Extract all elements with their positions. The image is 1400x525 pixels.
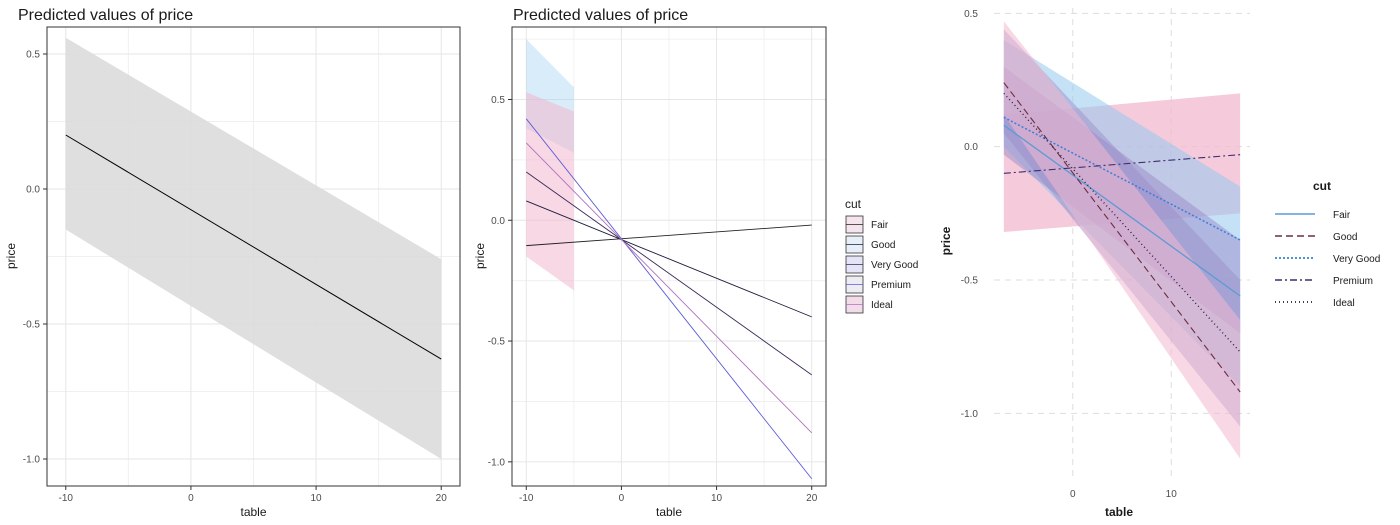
- chart-2: Predicted values of price -10 0 10 20 0.5 0.0 -…: [473, 7, 918, 519]
- panel-border: [511, 26, 827, 487]
- line-ideal: [525, 142, 813, 434]
- legend-label: Ideal: [1333, 298, 1355, 309]
- y-tick-label: 0.0: [964, 142, 978, 153]
- legend-label: Very Good: [1333, 254, 1380, 265]
- line-fair: [526, 224, 812, 247]
- legend: cut Fair Good Very Good Premium Ideal: [845, 197, 918, 314]
- x-tick-label: -10: [59, 493, 74, 504]
- y-tick-label: 0.0: [491, 216, 505, 227]
- line-very-good: [526, 171, 812, 376]
- legend-label: Fair: [871, 220, 889, 231]
- legend-label: Good: [871, 240, 895, 251]
- line-good: [526, 200, 812, 318]
- x-tick-label: 0: [619, 493, 625, 504]
- chart-2-title: Predicted values of price: [513, 7, 688, 24]
- chart-1-title: Predicted values of price: [18, 7, 193, 24]
- panel-border: [46, 26, 461, 487]
- confidence-band-lower: [526, 92, 574, 291]
- x-tick-label: 10: [711, 493, 723, 504]
- y-tick-label: -1.0: [961, 409, 979, 420]
- y-tick-label: -0.5: [961, 276, 979, 287]
- line-premium: [525, 118, 813, 480]
- prediction-line: [65, 134, 442, 360]
- confidence-band: [65, 37, 442, 460]
- y-tick-label: -1.0: [488, 457, 506, 468]
- chart-3: 0 10 0.5 0.0 -0.5 -1.0 table price cut Fair Good Ve…: [939, 8, 1380, 519]
- x-tick-label: 0: [188, 493, 194, 504]
- line-good: [1003, 82, 1241, 393]
- x-tick-label: -10: [519, 493, 534, 504]
- confidence-band-good: [1003, 21, 1241, 459]
- legend-label: Good: [1333, 232, 1357, 243]
- y-axis-title: price: [4, 243, 18, 269]
- legend-label: Fair: [1333, 210, 1351, 221]
- y-tick-label: 0.5: [26, 50, 40, 61]
- line-fair: [1003, 124, 1241, 297]
- y-tick-label: -0.5: [488, 337, 506, 348]
- line-premium: [1003, 154, 1241, 174]
- y-axis-title: price: [473, 243, 487, 269]
- legend-label: Very Good: [871, 260, 918, 271]
- x-tick-label: 20: [436, 493, 448, 504]
- x-axis-title: table: [240, 505, 266, 519]
- x-tick-label: 10: [311, 493, 323, 504]
- chart-1: Predicted values of price -10 0 10 20 0.5 0.0 -…: [4, 7, 461, 519]
- y-tick-label: 0.5: [964, 9, 978, 20]
- x-tick-label: 10: [1166, 489, 1178, 500]
- legend: cut Fair Good Very Good Premium Ideal: [1275, 179, 1380, 309]
- y-tick-label: -0.5: [23, 320, 41, 331]
- legend-title: cut: [1313, 179, 1331, 193]
- y-tick-label: 0.0: [26, 185, 40, 196]
- y-tick-label: -1.0: [23, 455, 41, 466]
- x-tick-label: 0: [1070, 489, 1076, 500]
- x-axis-title: table: [656, 505, 682, 519]
- legend-label: Premium: [871, 280, 911, 291]
- legend-label: Ideal: [871, 300, 893, 311]
- legend-title: cut: [845, 197, 862, 211]
- y-tick-label: 0.5: [491, 95, 505, 106]
- line-very-good: [1003, 116, 1241, 241]
- legend-label: Premium: [1333, 276, 1373, 287]
- y-axis-title: price: [939, 226, 953, 255]
- x-axis-title: table: [1105, 505, 1133, 519]
- x-tick-label: 20: [806, 493, 818, 504]
